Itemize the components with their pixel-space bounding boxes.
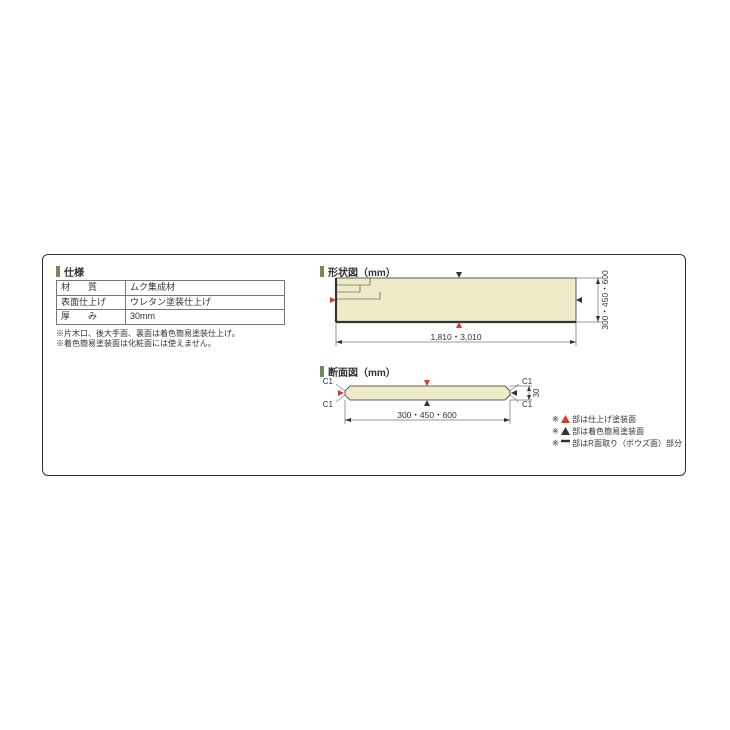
bar-icon xyxy=(56,266,60,277)
legend-prefix: ※ xyxy=(552,427,559,436)
legend-line: ※ 部は仕上げ塗装面 xyxy=(552,414,682,426)
section-diagram: C1 C1 C1 C1 300・450・600 30 xyxy=(316,374,566,444)
bold-line-icon xyxy=(561,437,570,445)
cell-value: 30mm xyxy=(126,310,285,325)
legend-prefix: ※ xyxy=(552,439,559,448)
c1-label: C1 xyxy=(522,377,533,386)
legend: ※ 部は仕上げ塗装面 ※ 部は着色簡易塗装面 ※ 部はR面取り（ボウズ面）部分 xyxy=(552,414,682,450)
cell-value: ウレタン塗装仕上げ xyxy=(126,295,285,310)
cell-label: 表面仕上げ xyxy=(57,295,126,310)
spec-title-text: 仕様 xyxy=(64,264,84,279)
spec-note-2: ※着色簡易塗装面は化粧面には使えません。 xyxy=(56,339,216,350)
section-width-label: 300・450・600 xyxy=(397,410,457,420)
legend-text: 部はR面取り（ボウズ面）部分 xyxy=(572,439,682,448)
shape-length-label: 1,810・3,010 xyxy=(430,332,481,342)
spec-title: 仕様 xyxy=(56,264,84,279)
shape-height-label: 300・450・600 xyxy=(600,270,610,330)
triangle-black-icon xyxy=(561,427,570,435)
cell-label: 材 質 xyxy=(57,281,126,296)
cell-value: ムク集成材 xyxy=(126,281,285,296)
table-row: 材 質 ムク集成材 xyxy=(57,281,285,296)
spec-table: 材 質 ムク集成材 表面仕上げ ウレタン塗装仕上げ 厚 み 30mm xyxy=(56,280,285,325)
cell-label: 厚 み xyxy=(57,310,126,325)
legend-text: 部は着色簡易塗装面 xyxy=(572,427,644,436)
c1-label: C1 xyxy=(522,400,533,409)
table-row: 表面仕上げ ウレタン塗装仕上げ xyxy=(57,295,285,310)
triangle-red-icon xyxy=(561,415,570,423)
legend-text: 部は仕上げ塗装面 xyxy=(572,415,636,424)
c1-label: C1 xyxy=(323,377,334,386)
legend-prefix: ※ xyxy=(552,415,559,424)
c1-label: C1 xyxy=(323,400,334,409)
section-thickness-label: 30 xyxy=(532,388,541,397)
legend-line: ※ 部はR面取り（ボウズ面）部分 xyxy=(552,437,682,450)
shape-diagram: 1,810・3,010 300・450・600 xyxy=(310,270,620,360)
table-row: 厚 み 30mm xyxy=(57,310,285,325)
legend-line: ※ 部は着色簡易塗装面 xyxy=(552,426,682,438)
